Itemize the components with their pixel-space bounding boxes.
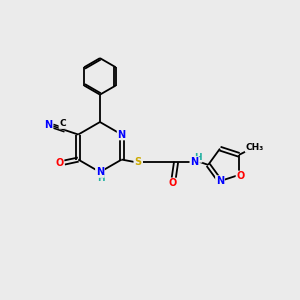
Text: O: O [168, 178, 176, 188]
Text: O: O [236, 171, 245, 182]
Text: N: N [190, 157, 198, 167]
Text: S: S [134, 157, 141, 167]
Text: N: N [118, 130, 126, 140]
Text: N: N [216, 176, 224, 186]
Text: O: O [55, 158, 64, 167]
Text: CH₃: CH₃ [246, 143, 264, 152]
Text: N: N [96, 167, 104, 177]
Text: H: H [194, 153, 202, 162]
Text: C: C [59, 119, 66, 128]
Text: N: N [44, 119, 52, 130]
Text: H: H [98, 174, 105, 183]
